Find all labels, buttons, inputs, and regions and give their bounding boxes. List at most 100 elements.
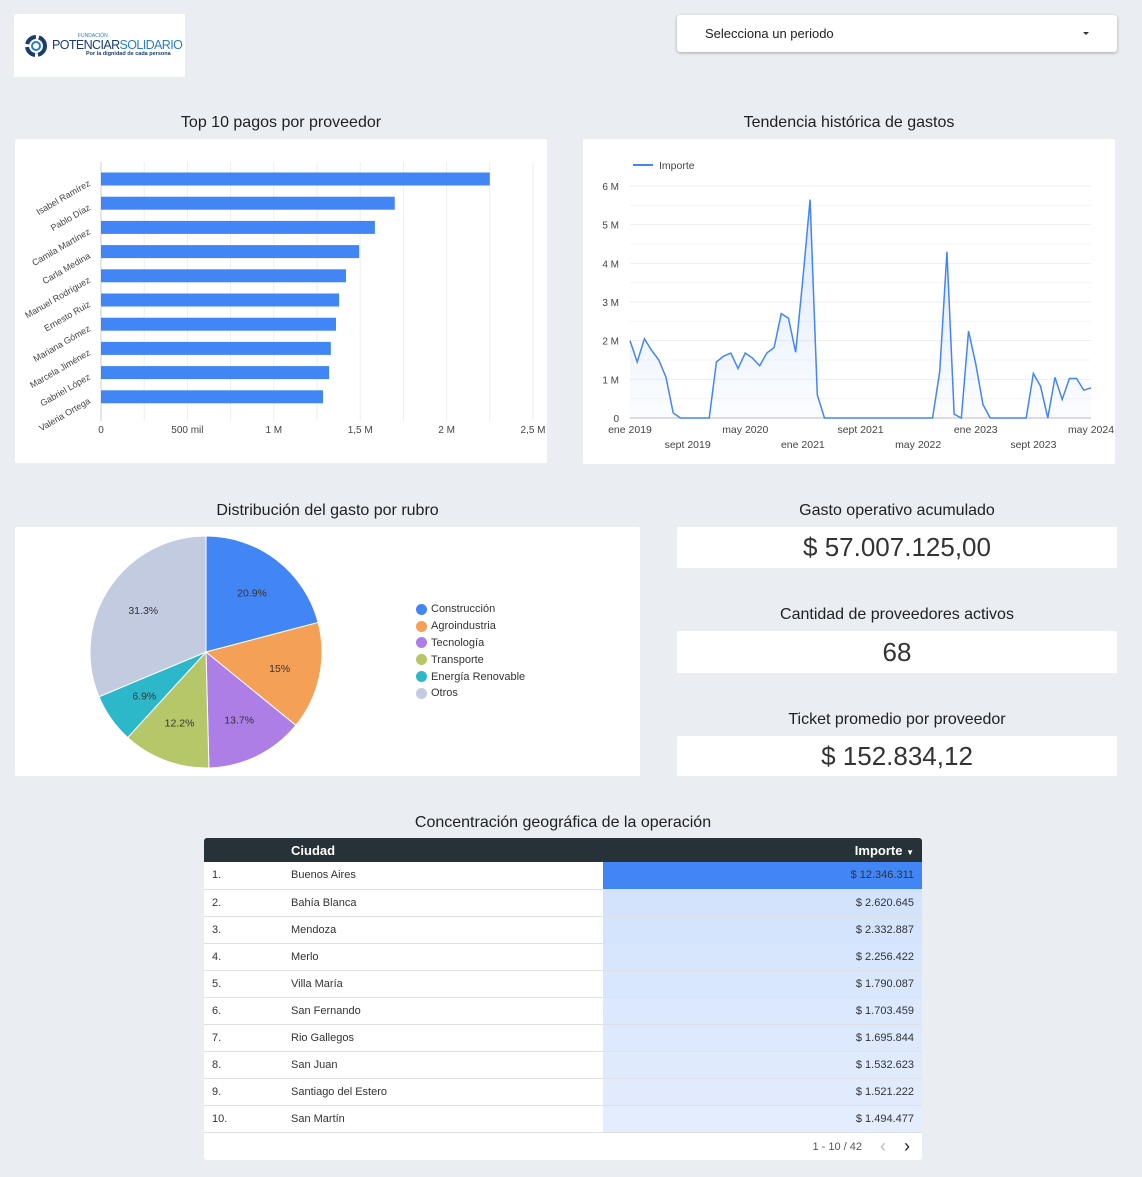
y-tick-label: 2 M [602,337,619,348]
legend-dot [416,654,427,666]
legend-dot [416,671,427,683]
x-tick-label: may 2024 [1068,424,1114,436]
pie-slice [205,535,319,653]
y-tick-label: 3 M [602,298,619,309]
legend-dot [416,603,427,615]
row-amount: $ 2.332.887 [603,916,922,944]
line-chart: 0 1 M 2 M 3 M 4 M 5 M 6 M ene 2019 sept 2019 may … [602,160,1114,451]
chevron-down-icon [1083,32,1089,35]
x-tick-label: ene 2019 [608,424,652,436]
bar [101,390,324,404]
kpi-value-ticket: $ 152.834,12 [677,736,1117,776]
legend-label: Importe [659,160,695,172]
next-page-icon[interactable]: › [904,1136,910,1157]
slice-label: 13.7% [224,715,254,727]
row-city: Buenos Aires [291,862,603,890]
row-city: San Fernando [291,997,603,1026]
table-row[interactable]: 7. Rio Gallegos $ 1.695.844 [204,1024,922,1053]
bar [101,366,330,380]
row-index: 2. [204,889,291,917]
kpi-value-suppliers: 68 [677,631,1117,673]
line-chart-card: 0 1 M 2 M 3 M 4 M 5 M 6 M ene 2019 sept 2019 may … [583,139,1115,464]
row-amount: $ 2.256.422 [603,943,922,971]
row-city: Rio Gallegos [291,1024,603,1053]
legend-label: Tecnología [431,636,485,649]
row-amount: $ 1.695.844 [603,1024,922,1053]
kpi-title-total: Gasto operativo acumulado [799,502,995,519]
legend-label: Agroindustria [431,620,496,633]
pagination-label: 1 - 10 / 42 [812,1140,862,1153]
pie-legend: Construcción Agroindustria Tecnología Trans… [416,601,525,702]
logo-tagline: Por la dignidad de cada persona [86,50,171,57]
x-tick-label: 1,5 M [348,425,373,436]
table-pagination: 1 - 10 / 42 ‹ › [204,1133,922,1160]
row-index: 9. [204,1078,291,1107]
x-tick-label: 2,5 M [520,425,545,436]
y-tick-label: 6 M [602,182,619,193]
y-tick-label: 1 M [602,375,619,386]
geo-table: Ciudad Importe ▼ 1. Buenos Aires $ 12.346.… [204,838,922,1161]
table-row[interactable]: 8. San Juan $ 1.532.623 [204,1051,922,1080]
table-row[interactable]: 9. Santiago del Estero $ 1.521.222 [204,1078,922,1107]
pie-chart: 20.9% 15% 13.7% 12.2% 6.9% 31.3% [89,535,323,769]
y-tick-label: 0 [613,414,619,425]
x-tick-label: may 2020 [722,424,768,436]
pie-slice [204,621,323,727]
col-city[interactable]: Ciudad [291,838,603,862]
table-row[interactable]: 6. San Fernando $ 1.703.459 [204,997,922,1026]
x-tick-label: 1 M [265,425,282,436]
geo-table-title: Concentración geográfica de la operación [414,814,712,831]
row-amount: $ 1.532.623 [603,1051,922,1080]
x-tick-label: ene 2021 [781,439,825,451]
legend-dot [416,687,427,699]
legend-item: Otros [416,685,525,702]
table-row[interactable]: 1. Buenos Aires $ 12.346.311 [204,862,922,890]
bar [101,293,340,307]
table-row[interactable]: 4. Merlo $ 2.256.422 [204,943,922,971]
row-city: Santiago del Estero [291,1078,603,1107]
period-dropdown-label: Selecciona un periodo [705,26,834,41]
table-row[interactable]: 10. San Martín $ 1.494.477 [204,1105,922,1134]
legend-item: Energía Renovable [416,668,525,685]
legend-label: Transporte [431,653,484,666]
slice-label: 31.3% [128,605,158,617]
prev-page-icon[interactable]: ‹ [880,1136,886,1157]
row-index: 10. [204,1105,291,1134]
row-index: 7. [204,1024,291,1053]
x-tick-label: sept 2019 [665,439,711,451]
slice-label: 20.9% [237,587,267,599]
period-dropdown[interactable]: Selecciona un periodo [677,15,1117,52]
table-row[interactable]: 3. Mendoza $ 2.332.887 [204,916,922,944]
pie-slice [126,650,210,769]
bar [101,245,360,259]
logo-small: FUNDACIÓN [78,33,108,39]
bar [101,196,395,210]
x-tick-label: 2 M [438,425,455,436]
table-row[interactable]: 2. Bahía Blanca $ 2.620.645 [204,889,922,917]
y-tick-label: 4 M [602,259,619,270]
table-row[interactable]: 5. Villa María $ 1.790.087 [204,970,922,998]
kpi-title-ticket: Ticket promedio por proveedor [788,711,1006,728]
row-index: 1. [204,862,291,890]
row-city: Merlo [291,943,603,971]
col-amount[interactable]: Importe ▼ [603,838,922,862]
kpi-value-total: $ 57.007.125,00 [677,527,1117,568]
legend-dot [416,637,427,649]
row-city: Villa María [291,970,603,998]
line-chart-title: Tendencia histórica de gastos [743,114,955,131]
x-tick-label: ene 2023 [954,424,998,436]
row-amount: $ 1.494.477 [603,1105,922,1134]
row-city: Mendoza [291,916,603,944]
x-tick-label: may 2022 [895,439,941,451]
bar-chart-title: Top 10 pagos por proveedor [180,114,382,131]
bar [101,269,347,283]
pie-slice [205,650,297,769]
legend-item: Agroindustria [416,618,525,635]
bar [101,220,375,234]
legend-dot [416,620,427,632]
bar [101,172,490,186]
row-city: San Juan [291,1051,603,1080]
row-index: 4. [204,943,291,971]
